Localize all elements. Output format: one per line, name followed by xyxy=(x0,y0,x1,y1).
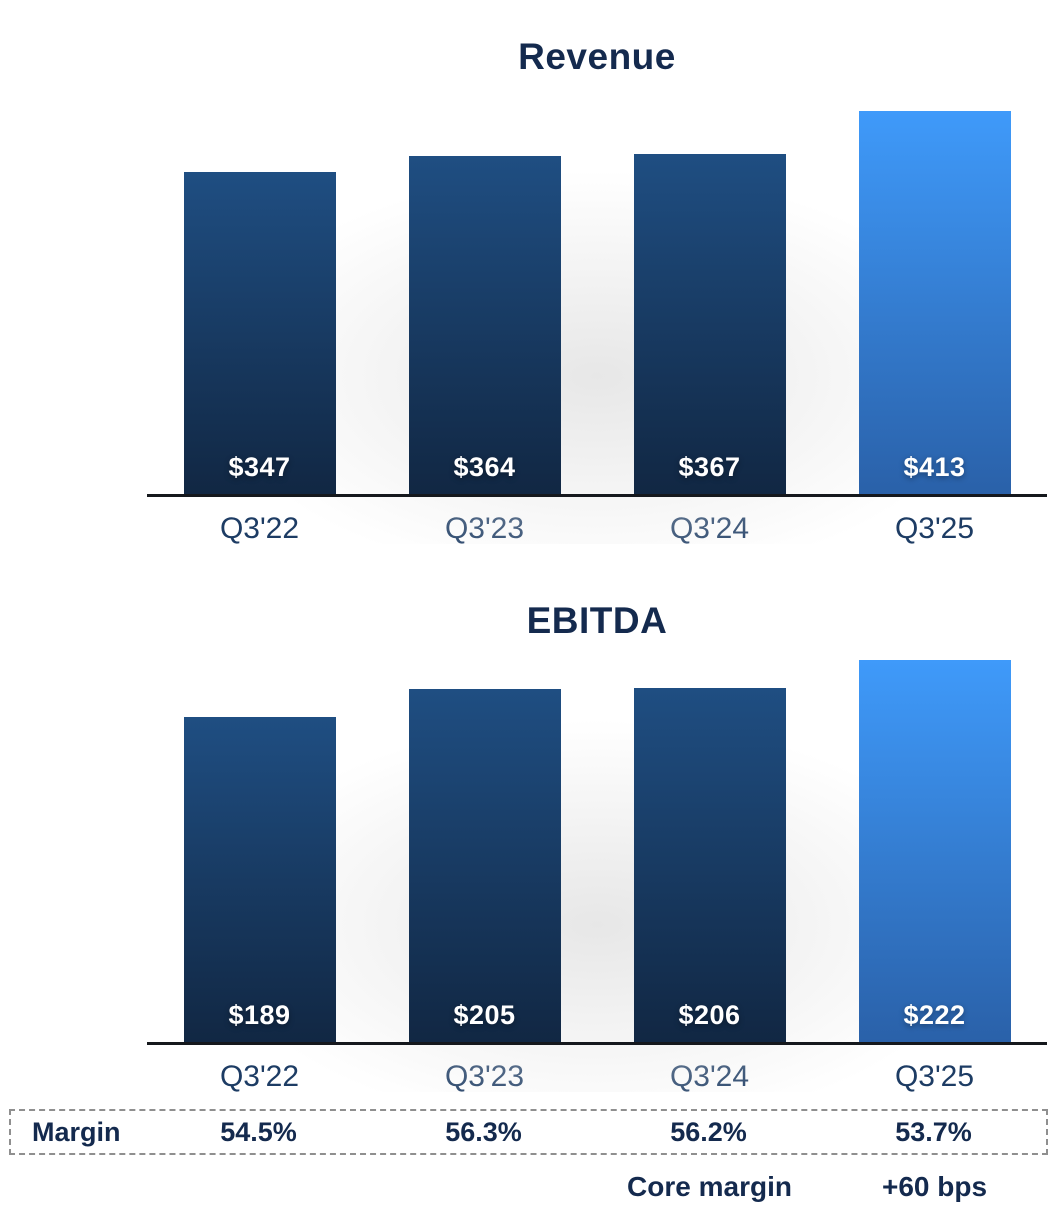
revenue-bar-value-label: $364 xyxy=(453,452,516,482)
margin-value-q3-22: 54.5% xyxy=(220,1116,297,1147)
ebitda-bar-q3-22: $189 xyxy=(183,716,336,1042)
revenue-x-tick-label: Q3'22 xyxy=(219,512,300,545)
margin-values-row: 54.5% 56.3% 56.2% 53.7% xyxy=(146,1117,1046,1148)
ebitda-x-tick-label: Q3'22 xyxy=(219,1060,300,1093)
revenue-bar-value-label: $347 xyxy=(228,452,291,482)
ebitda-bar-value-label: $205 xyxy=(453,1000,516,1030)
core-margin-label: Core margin xyxy=(627,1171,792,1202)
revenue-x-tick-label: Q3'24 xyxy=(669,512,750,545)
revenue-bar-q3-23: $364 xyxy=(408,156,561,494)
revenue-x-tick-label: Q3'23 xyxy=(444,512,525,545)
margin-value-q3-23: 56.3% xyxy=(445,1116,522,1147)
revenue-chart-title: Revenue xyxy=(518,36,676,77)
revenue-bar-value-label: $367 xyxy=(678,452,741,482)
ebitda-bar-value-label: $222 xyxy=(903,1000,966,1030)
revenue-bar-cell: $413 xyxy=(822,111,1047,494)
footnote-empty-cell xyxy=(147,1171,372,1203)
ebitda-x-tick-label: Q3'23 xyxy=(444,1060,525,1093)
ebitda-bar-q3-24: $206 xyxy=(633,687,786,1042)
ebitda-x-tick-label: Q3'25 xyxy=(894,1060,975,1093)
margin-row-label: Margin xyxy=(32,1116,121,1147)
delta-bps-label: +60 bps xyxy=(881,1171,988,1202)
ebitda-bar-cell: $206 xyxy=(597,660,822,1042)
revenue-bar-value-label: $413 xyxy=(903,452,966,482)
footnote-empty-cell xyxy=(372,1171,597,1203)
revenue-x-axis-line xyxy=(147,494,1047,497)
margin-table: Margin 54.5% 56.3% 56.2% 53.7% xyxy=(9,1109,1048,1155)
ebitda-bar-q3-23: $205 xyxy=(408,689,561,1042)
margin-value-q3-25: 53.7% xyxy=(895,1116,972,1147)
ebitda-x-axis-line xyxy=(147,1042,1047,1045)
ebitda-x-axis-labels: Q3'22 Q3'23 Q3'24 Q3'25 xyxy=(147,1059,1047,1095)
ebitda-bar-q3-25-highlight: $222 xyxy=(858,660,1011,1042)
ebitda-plot-area: $189 $205 $206 $222 xyxy=(57,600,1058,1092)
margin-value-q3-24: 56.2% xyxy=(670,1116,747,1147)
revenue-bar-q3-24: $367 xyxy=(633,153,786,494)
revenue-plot-area: $347 $364 $367 $413 xyxy=(57,51,1058,544)
revenue-bar-cell: $367 xyxy=(597,111,822,494)
ebitda-bar-value-label: $189 xyxy=(228,1000,291,1030)
ebitda-x-tick-label: Q3'24 xyxy=(669,1060,750,1093)
revenue-bar-cell: $347 xyxy=(147,111,372,494)
revenue-x-tick-label: Q3'25 xyxy=(894,512,975,545)
revenue-bar-q3-25-highlight: $413 xyxy=(858,111,1011,494)
footnote-row: Core margin +60 bps xyxy=(147,1171,1047,1203)
ebitda-bar-value-label: $206 xyxy=(678,1000,741,1030)
ebitda-bar-cell: $189 xyxy=(147,660,372,1042)
ebitda-bar-cell: $205 xyxy=(372,660,597,1042)
ebitda-chart-title: EBITDA xyxy=(526,600,668,641)
revenue-bar-cell: $364 xyxy=(372,111,597,494)
revenue-bar-q3-22: $347 xyxy=(183,172,336,494)
revenue-x-axis-labels: Q3'22 Q3'23 Q3'24 Q3'25 xyxy=(147,511,1047,547)
ebitda-bar-cell: $222 xyxy=(822,660,1047,1042)
